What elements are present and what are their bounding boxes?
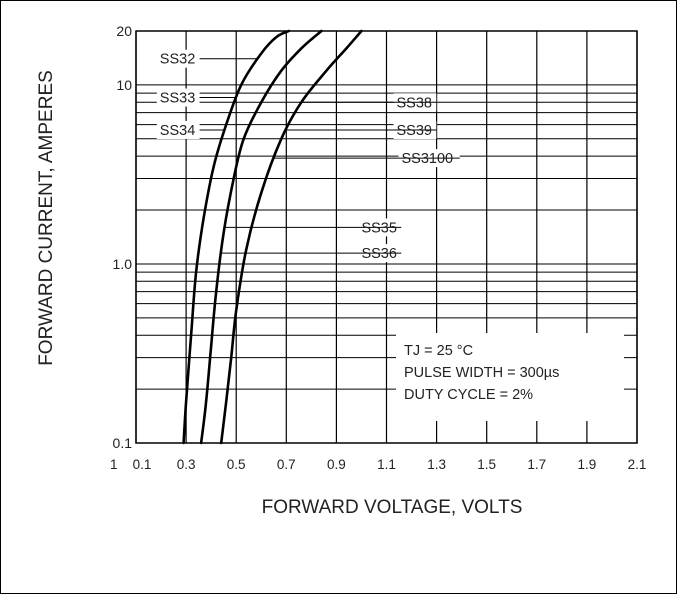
- x-axis-title: FORWARD VOLTAGE, VOLTS: [262, 497, 523, 518]
- x-tick-label: 1.7: [527, 457, 546, 472]
- x-tick-label: 2.1: [628, 457, 647, 472]
- series-label-bg: [156, 88, 200, 107]
- y-tick-label: 0.1: [113, 435, 133, 451]
- series-label-bg: [156, 120, 200, 139]
- series-label: SS33: [160, 91, 195, 107]
- series-line: [199, 29, 323, 445]
- series-label: SS38: [397, 95, 432, 111]
- series-label: SS32: [160, 52, 195, 68]
- series-labels: SS32 SS33 SS34 SS38 SS39 SS3100 SS35 SS36: [156, 49, 460, 263]
- y-tick-label: 1.0: [113, 256, 133, 272]
- series-label: SS39: [397, 123, 432, 139]
- series-label: SS36: [361, 246, 396, 262]
- y-tick-label: 20: [116, 23, 132, 39]
- x-tick-label: 1.9: [578, 457, 597, 472]
- x-tick-label: 0.1: [133, 457, 152, 472]
- annotation-bg: [396, 333, 624, 421]
- x-tick-label: 0.7: [277, 457, 296, 472]
- x-tick-label: 1.5: [477, 457, 496, 472]
- series-label: SS35: [361, 220, 396, 236]
- x-tick-label: 1.3: [427, 457, 446, 472]
- x-tick-label: 0.3: [177, 457, 196, 472]
- series-label-bg: [156, 49, 200, 68]
- series-line: [219, 29, 363, 445]
- tick-labels: 0.1 0.3 0.5 0.7 0.9 1.1 1.3 1.5 1.7 1.9 2.1 1 0.1 1.0…: [110, 23, 646, 472]
- curves: [182, 29, 363, 445]
- annotation-line: PULSE WIDTH = 300µs: [404, 365, 559, 381]
- annotation-line: DUTY CYCLE = 2%: [404, 387, 533, 403]
- x-tick-label-extra: 1: [110, 457, 118, 472]
- x-tick-label: 0.5: [227, 457, 246, 472]
- series-label: SS3100: [402, 151, 454, 167]
- x-tick-label: 1.1: [377, 457, 396, 472]
- annotation-line: TJ = 25 °C: [404, 343, 473, 359]
- series-label: SS34: [160, 123, 195, 139]
- y-axis-title: FORWARD CURRENT, AMPERES: [36, 70, 57, 366]
- series-line: [182, 29, 291, 445]
- x-tick-label: 0.9: [327, 457, 346, 472]
- grid: [135, 30, 638, 444]
- conditions-annotation: TJ = 25 °C PULSE WIDTH = 300µs DUTY CYCLE …: [396, 333, 624, 421]
- y-tick-label: 10: [116, 77, 132, 93]
